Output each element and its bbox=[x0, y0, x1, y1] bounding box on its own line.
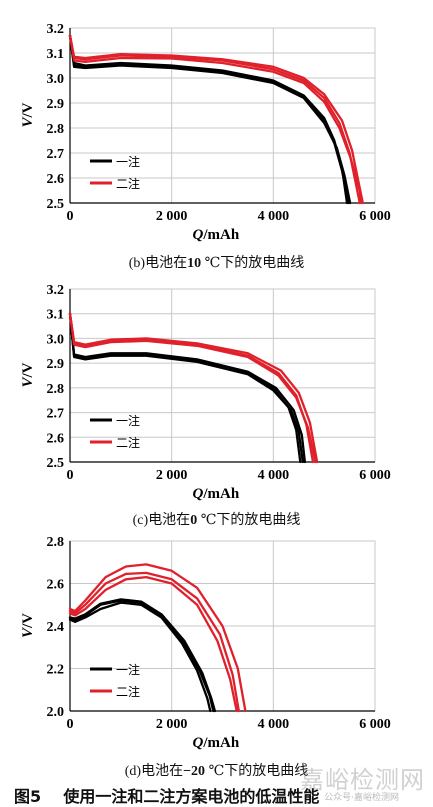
series-group bbox=[68, 312, 319, 464]
series-line bbox=[68, 34, 352, 205]
legend-label: 二注 bbox=[116, 684, 140, 699]
y-tick-label: 3.1 bbox=[47, 47, 65, 62]
series-line bbox=[68, 34, 364, 205]
legend-label: 一注 bbox=[116, 662, 140, 677]
y-tick-label: 2.9 bbox=[47, 357, 65, 372]
x-tick-label: 2 000 bbox=[156, 717, 188, 732]
chart-panel-1: 0 2 000 4 000 6 000 2.5 2.6 2.7 2.8 2.9 3.0 3.1 3.2… bbox=[20, 283, 391, 502]
legend-label: 一注 bbox=[116, 413, 140, 428]
series-line bbox=[68, 601, 212, 713]
series-line bbox=[68, 575, 238, 713]
series-line bbox=[68, 312, 307, 464]
x-axis-label: Q/mAh bbox=[193, 486, 240, 502]
legend-label: 二注 bbox=[116, 176, 140, 191]
y-tick-label: 2.8 bbox=[47, 382, 65, 397]
y-tick-label: 2.4 bbox=[47, 620, 65, 635]
y-tick-label: 3.2 bbox=[47, 283, 65, 298]
legend-label: 二注 bbox=[116, 435, 140, 450]
series-line bbox=[68, 312, 302, 464]
legend-label: 一注 bbox=[116, 154, 140, 169]
x-tick-label: 4 000 bbox=[258, 717, 290, 732]
y-tick-label: 2.6 bbox=[47, 578, 65, 593]
x-tick-label: 6 000 bbox=[359, 468, 391, 483]
series-group bbox=[68, 34, 364, 205]
y-tick-label: 2.6 bbox=[47, 172, 65, 187]
y-axis-label: V/V bbox=[20, 102, 36, 127]
watermark-small: 公众号·嘉峪检测网 bbox=[324, 793, 399, 803]
x-axis-label: Q/mAh bbox=[193, 227, 240, 243]
y-tick-label: 2.0 bbox=[47, 705, 65, 720]
y-tick-label: 2.6 bbox=[47, 431, 65, 446]
series-line bbox=[68, 34, 361, 205]
series-line bbox=[68, 312, 304, 464]
x-axis-label: Q/mAh bbox=[193, 735, 240, 751]
y-tick-label: 2.7 bbox=[47, 407, 65, 422]
y-tick-label: 3.0 bbox=[47, 72, 65, 87]
caption-d: (d)电池在−20 ℃下的放电曲线 bbox=[124, 764, 309, 779]
caption-c: (c)电池在0 ℃下的放电曲线 bbox=[132, 513, 301, 528]
x-tick-label: 4 000 bbox=[258, 468, 290, 483]
y-tick-label: 3.2 bbox=[47, 22, 65, 37]
series-group bbox=[68, 563, 247, 713]
caption-b: (b)电池在10 ℃下的放电曲线 bbox=[128, 256, 305, 271]
y-tick-label: 2.8 bbox=[47, 122, 65, 137]
y-tick-label: 2.5 bbox=[47, 197, 65, 212]
series-line bbox=[68, 34, 363, 205]
series-line bbox=[68, 312, 317, 464]
x-tick-label: 2 000 bbox=[156, 209, 188, 224]
x-tick-label: 0 bbox=[67, 209, 74, 224]
series-line bbox=[68, 598, 217, 713]
y-tick-label: 2.5 bbox=[47, 456, 65, 471]
x-tick-label: 0 bbox=[67, 717, 74, 732]
y-tick-label: 2.8 bbox=[47, 535, 65, 550]
series-line bbox=[68, 312, 319, 464]
series-line bbox=[68, 571, 240, 713]
y-tick-label: 2.2 bbox=[47, 663, 65, 678]
series-line bbox=[68, 563, 247, 713]
x-tick-label: 4 000 bbox=[258, 209, 290, 224]
y-tick-label: 3.1 bbox=[47, 308, 65, 323]
y-tick-label: 2.7 bbox=[47, 147, 65, 162]
x-tick-label: 6 000 bbox=[359, 717, 391, 732]
y-tick-label: 2.9 bbox=[47, 97, 65, 112]
x-tick-label: 2 000 bbox=[156, 468, 188, 483]
chart-panel-2: 0 2 000 4 000 6 000 2.0 2.2 2.4 2.6 2.8 Q/mAh V/V 一… bbox=[20, 535, 391, 751]
y-axis-label: V/V bbox=[20, 613, 36, 638]
y-axis-label: V/V bbox=[20, 362, 36, 387]
watermark: 嘉峪检测网 bbox=[300, 766, 425, 794]
x-tick-label: 0 bbox=[67, 468, 74, 483]
x-tick-label: 6 000 bbox=[359, 209, 391, 224]
figure-title: 图5 使用一注和二注方案电池的低温性能 bbox=[14, 787, 320, 806]
y-tick-label: 3.0 bbox=[47, 332, 65, 347]
chart-panel-0: 0 2 000 4 000 6 000 2.5 2.6 2.7 2.8 2.9 3.0 3.1 3.2… bbox=[20, 22, 391, 243]
